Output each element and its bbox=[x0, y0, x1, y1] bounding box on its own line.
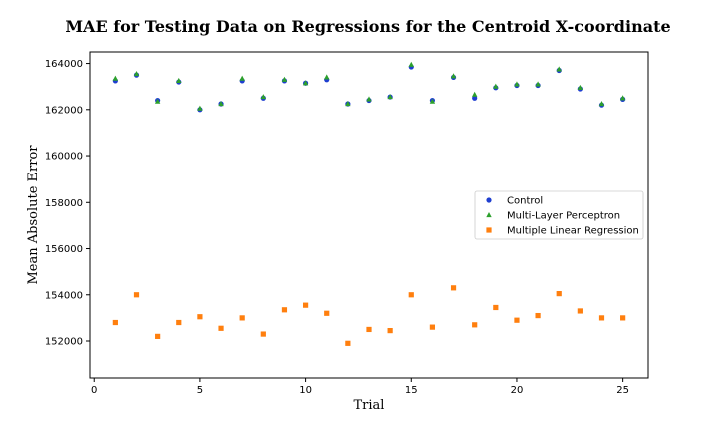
data-point bbox=[133, 70, 140, 77]
series-square bbox=[112, 285, 626, 346]
y-tick-label: 152000 bbox=[45, 337, 83, 348]
legend: Control Multi-Layer Perceptron Multiple Li… bbox=[474, 190, 644, 240]
legend-marker bbox=[486, 197, 492, 203]
data-point bbox=[281, 307, 288, 313]
data-point bbox=[176, 319, 182, 326]
legend-box bbox=[474, 190, 644, 240]
data-point bbox=[472, 95, 478, 101]
data-point bbox=[450, 73, 457, 79]
data-point bbox=[598, 101, 605, 107]
data-points bbox=[112, 61, 626, 346]
data-point bbox=[197, 105, 203, 111]
y-tick-label: 156000 bbox=[45, 244, 83, 255]
data-point bbox=[366, 326, 372, 333]
x-tick-label: 25 bbox=[616, 385, 629, 396]
data-point bbox=[620, 315, 626, 321]
data-point bbox=[260, 331, 266, 337]
y-tick-label: 162000 bbox=[45, 105, 83, 116]
data-point bbox=[112, 319, 118, 326]
legend-label: Control bbox=[507, 196, 543, 207]
data-point bbox=[408, 61, 414, 67]
series-triangle bbox=[112, 61, 626, 111]
y-tick-label: 158000 bbox=[45, 198, 83, 209]
data-point bbox=[154, 98, 161, 104]
data-point bbox=[302, 80, 309, 86]
x-tick-label: 15 bbox=[405, 385, 418, 396]
data-point bbox=[387, 328, 393, 334]
data-point bbox=[324, 74, 330, 80]
data-point bbox=[218, 325, 224, 331]
data-point bbox=[345, 340, 351, 346]
data-point bbox=[429, 98, 436, 104]
data-point bbox=[112, 75, 119, 81]
data-point bbox=[556, 66, 562, 72]
data-point bbox=[239, 315, 245, 321]
data-point bbox=[345, 101, 351, 107]
y-axis-label: Mean Absolute Error bbox=[26, 145, 41, 285]
x-axis: 0 5 10 15 20 25 bbox=[91, 378, 629, 396]
data-point bbox=[514, 81, 520, 87]
data-point bbox=[302, 302, 309, 308]
legend-marker bbox=[486, 227, 492, 233]
data-point bbox=[493, 304, 499, 311]
data-point bbox=[535, 81, 541, 87]
data-point bbox=[577, 308, 583, 314]
x-tick-label: 10 bbox=[299, 385, 312, 396]
data-point bbox=[619, 95, 626, 101]
data-point bbox=[155, 333, 161, 339]
data-point bbox=[535, 312, 541, 319]
legend-marker bbox=[486, 212, 492, 218]
data-point bbox=[133, 292, 140, 298]
legend-label: Multiple Linear Regression bbox=[507, 226, 639, 237]
data-point bbox=[387, 94, 393, 100]
chart-title: MAE for Testing Data on Regressions for … bbox=[65, 17, 670, 36]
x-axis-label: Trial bbox=[354, 398, 385, 413]
y-tick-label: 164000 bbox=[45, 59, 83, 70]
data-point bbox=[472, 322, 478, 328]
data-point bbox=[281, 76, 288, 82]
data-point bbox=[408, 292, 414, 298]
data-point bbox=[471, 91, 478, 97]
x-tick-label: 5 bbox=[197, 385, 203, 396]
y-tick-label: 160000 bbox=[45, 152, 83, 163]
data-point bbox=[239, 75, 245, 81]
data-point bbox=[176, 77, 182, 84]
y-tick-label: 154000 bbox=[45, 290, 83, 301]
data-point bbox=[324, 310, 330, 316]
data-point bbox=[218, 101, 224, 107]
data-point bbox=[514, 317, 520, 323]
legend-label: Multi-Layer Perceptron bbox=[507, 211, 620, 222]
data-point bbox=[598, 315, 605, 321]
data-point bbox=[450, 285, 457, 291]
data-point bbox=[556, 291, 562, 297]
x-tick-label: 20 bbox=[511, 385, 524, 396]
data-point bbox=[197, 314, 203, 320]
data-point bbox=[260, 94, 267, 100]
data-point bbox=[577, 84, 584, 90]
data-point bbox=[493, 83, 499, 89]
y-axis: 152000 154000 156000 158000 160000 162000 1640… bbox=[45, 59, 90, 348]
data-point bbox=[366, 96, 372, 102]
data-point bbox=[429, 324, 436, 330]
x-tick-label: 0 bbox=[91, 385, 97, 396]
